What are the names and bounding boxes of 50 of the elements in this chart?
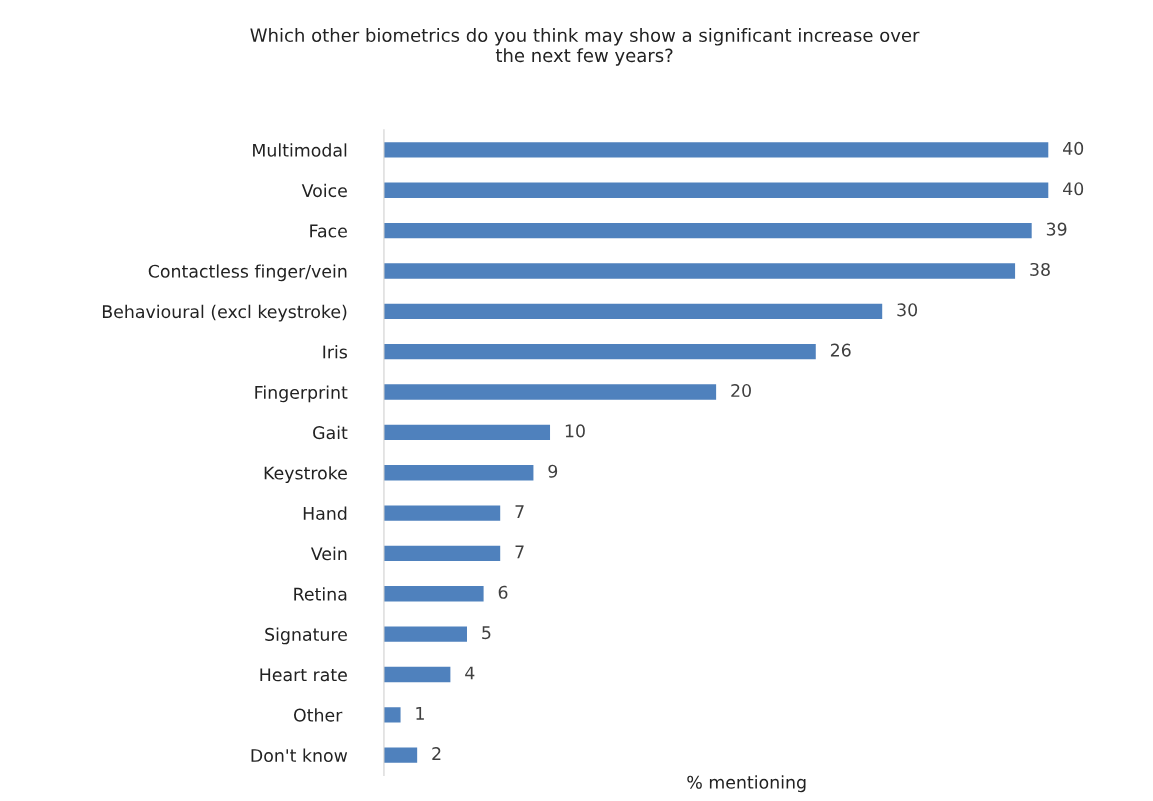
data-label: 38 [1030,262,1050,277]
data-label: 40 [1063,141,1084,155]
bar [383,545,501,562]
y-tick-label: Hand [303,506,347,520]
y-tick-label: Fingerprint [255,385,348,403]
data-label: 26 [830,343,851,357]
bar [383,424,551,441]
y-tick-label: Heart rate [260,668,347,682]
data-label: 5 [482,626,491,640]
data-label: 6 [498,585,508,599]
y-tick-label: Signature [265,627,347,645]
chart-title: Which other biometrics do you think may show a significant increase over the next few years? [250,28,920,66]
bar [383,707,401,723]
data-label: 7 [515,505,524,518]
bar [383,263,1016,279]
bar [383,666,451,683]
y-tick-label: Don't know [251,748,348,763]
y-tick-label: Keystroke [264,466,347,483]
y-tick-label: Contactless finger/vein [148,264,347,282]
x-axis-title: % mentioning [687,775,806,793]
y-tick-label: Other [294,708,343,722]
bar [383,747,418,763]
bar [383,142,1049,158]
data-label: 39 [1046,222,1067,236]
data-label: 40 [1063,182,1084,196]
bar [383,182,1049,198]
y-tick-label: Multimodal [253,143,347,157]
data-label: 4 [465,666,475,680]
bar [383,222,1032,239]
data-label: 30 [897,303,918,317]
bar [383,465,534,481]
y-tick-label: Retina [294,587,347,601]
data-label: 20 [731,383,751,398]
bar [383,505,501,521]
bar [383,303,883,320]
bar [383,626,467,642]
y-tick-label: Voice [301,183,347,198]
data-label: 9 [548,464,558,478]
data-label: 7 [515,545,524,559]
bar [383,384,717,400]
y-tick-label: Iris [323,345,347,359]
data-label: 1 [416,706,424,720]
bar [383,586,484,602]
y-tick-label: Behavioural (excl keystroke) [102,304,347,322]
y-tick-label: Vein [310,546,347,561]
y-tick-label: Gait [313,425,348,440]
y-tick-label: Face [310,224,347,238]
data-label: 10 [565,424,585,438]
bar [383,344,816,360]
data-label: 2 [432,747,441,760]
